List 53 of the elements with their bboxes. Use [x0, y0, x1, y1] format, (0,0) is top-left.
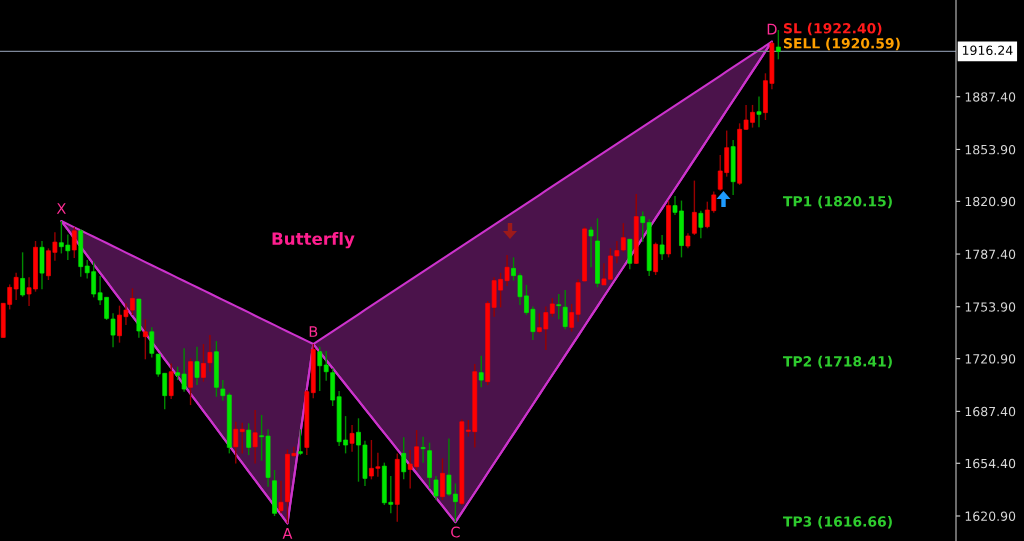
annotation: TP3 (1616.66) — [783, 516, 892, 529]
candlestick — [349, 424, 355, 453]
candlestick — [278, 480, 284, 515]
candlestick — [71, 226, 77, 259]
data-label: X — [56, 203, 66, 214]
candlestick — [588, 225, 594, 268]
annotation: SELL (1920.59) — [783, 37, 900, 51]
data-label: D — [767, 23, 777, 35]
y-tick-label: 1720.90 — [965, 354, 1016, 364]
candlestick — [401, 436, 407, 481]
candlestick — [239, 422, 245, 455]
y-tick-label: 1853.90 — [965, 144, 1016, 155]
ref-line-label: 1916.24 — [962, 45, 1013, 56]
data-label: C — [451, 526, 460, 538]
candlestick — [246, 422, 252, 456]
candlestick — [201, 343, 206, 383]
y-tick-label: 1687.40 — [965, 406, 1016, 417]
candlestick — [20, 251, 25, 298]
candlestick — [440, 457, 445, 501]
annotation: SL (1922.40) — [783, 22, 882, 36]
candlestick — [692, 179, 697, 236]
candlestick — [433, 475, 439, 501]
y-tick-label: 1787.40 — [965, 249, 1016, 259]
annotation: TP1 (1820.15) — [783, 195, 892, 209]
candlestick — [149, 326, 155, 359]
candlestick — [317, 346, 323, 392]
candlestick — [549, 297, 555, 318]
candlestick — [233, 421, 239, 465]
candlestick — [640, 210, 646, 243]
candlestick — [776, 29, 781, 61]
y-tick-label: 1620.90 — [965, 511, 1016, 521]
candlestick — [420, 436, 426, 464]
candlestick — [207, 334, 213, 373]
candlestick — [298, 428, 303, 456]
candlestick — [556, 293, 562, 321]
y-tick-label: 1753.90 — [965, 302, 1016, 312]
annotation: TP2 (1718.41) — [783, 355, 892, 369]
candlestick — [698, 209, 704, 240]
y-tick-label: 1654.40 — [965, 458, 1016, 469]
data-label: B — [309, 326, 318, 337]
candlestick — [323, 350, 329, 382]
candlestick — [252, 409, 258, 465]
y-tick-label: 1820.90 — [965, 196, 1016, 207]
data-label: A — [282, 528, 293, 539]
candlestick — [142, 318, 148, 360]
y-tick-label: 1887.40 — [965, 92, 1016, 102]
candlestick — [168, 362, 174, 400]
annotation: Butterfly — [272, 232, 355, 249]
candlestick — [756, 95, 762, 128]
candlestick — [478, 354, 484, 389]
candlestick — [194, 346, 200, 386]
candlestick — [562, 289, 568, 330]
candlestick — [659, 234, 665, 261]
